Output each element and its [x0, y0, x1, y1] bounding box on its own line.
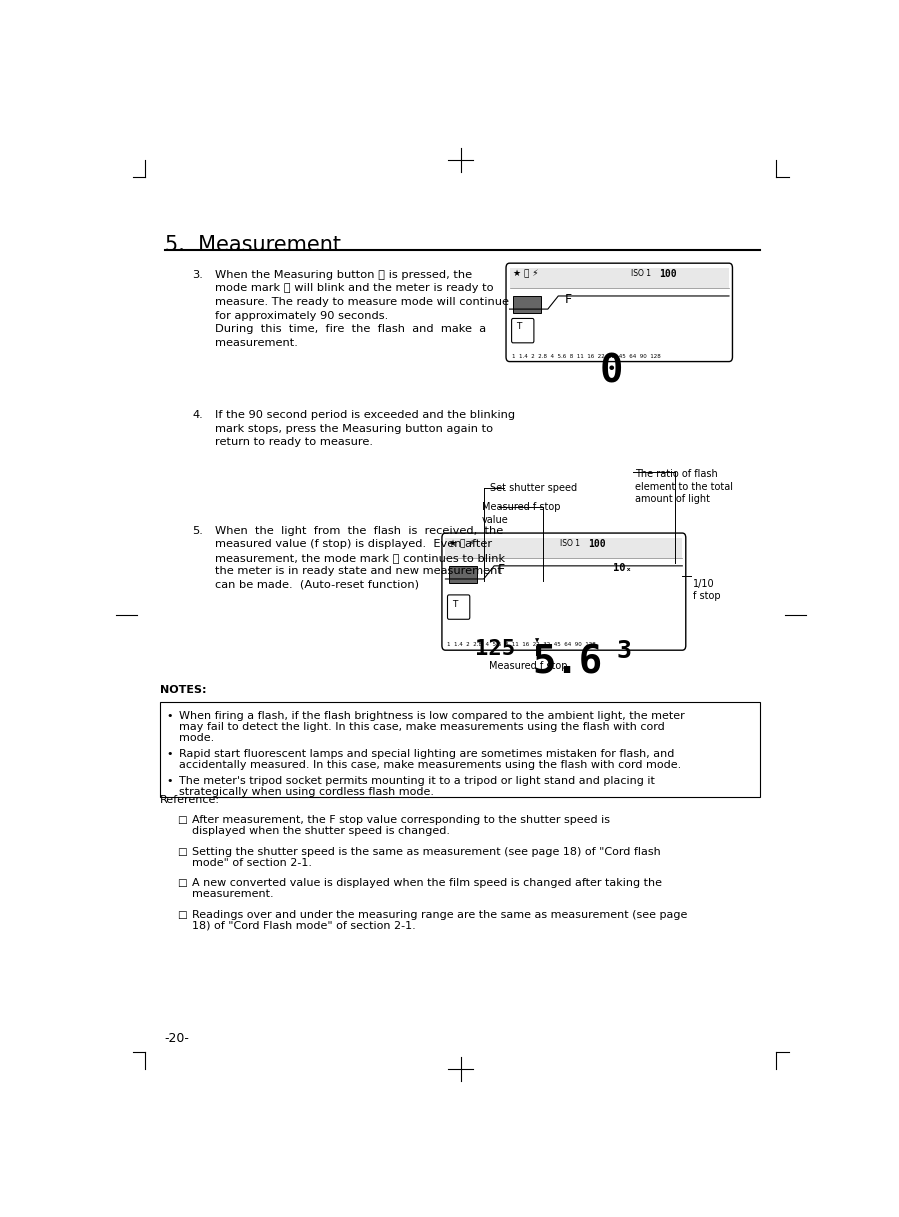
Text: accidentally measured. In this case, make measurements using the flash with cord: accidentally measured. In this case, mak…: [179, 761, 681, 770]
Text: After measurement, the F stop value corresponding to the shutter speed is: After measurement, the F stop value corr…: [192, 815, 610, 825]
Text: Reference:: Reference:: [160, 795, 219, 804]
Text: Setting the shutter speed is the same as measurement (see page 18) of "Cord flas: Setting the shutter speed is the same as…: [192, 847, 662, 857]
Text: T: T: [452, 600, 458, 608]
Text: T: T: [516, 323, 521, 331]
Text: Readings over and under the measuring range are the same as measurement (see pag: Readings over and under the measuring ra…: [192, 909, 688, 920]
Text: When firing a flash, if the flash brightness is low compared to the ambient ligh: When firing a flash, if the flash bright…: [179, 711, 685, 722]
Text: 5.6: 5.6: [532, 644, 602, 682]
Text: ★ Ⓕ ⚡: ★ Ⓕ ⚡: [513, 270, 539, 279]
Text: 100: 100: [588, 539, 606, 549]
Text: 1/10
f stop: 1/10 f stop: [693, 579, 720, 601]
Text: □: □: [177, 879, 187, 888]
Text: 18) of "Cord Flash mode" of section 2-1.: 18) of "Cord Flash mode" of section 2-1.: [192, 920, 416, 931]
Text: ▼: ▼: [535, 638, 539, 643]
Text: When  the  light  from  the  flash  is  received,  the
measured value (f stop) i: When the light from the flash is receive…: [216, 526, 505, 590]
Bar: [449, 566, 476, 583]
Text: NOTES:: NOTES:: [160, 685, 206, 695]
Text: □: □: [177, 909, 187, 920]
Text: When the Measuring button ⓵ is pressed, the
mode mark Ⓕ will blink and the meter: When the Measuring button ⓵ is pressed, …: [216, 270, 510, 348]
Bar: [445, 538, 682, 559]
Text: If the 90 second period is exceeded and the blinking
mark stops, press the Measu: If the 90 second period is exceeded and …: [216, 410, 516, 448]
Text: F: F: [565, 293, 573, 307]
Text: The meter's tripod socket permits mounting it to a tripod or light stand and pla: The meter's tripod socket permits mounti…: [179, 775, 655, 786]
Text: A new converted value is displayed when the film speed is changed after taking t: A new converted value is displayed when …: [192, 879, 663, 888]
Text: 5.: 5.: [192, 526, 203, 535]
Text: 10ₓ: 10ₓ: [612, 563, 631, 573]
Text: ISO 1: ISO 1: [560, 539, 581, 548]
FancyBboxPatch shape: [512, 319, 534, 343]
Text: 1  1.4  2  2.8  4  5.6  8  11  16  22  32  45  64  90  128: 1 1.4 2 2.8 4 5.6 8 11 16 22 32 45 64 90…: [512, 354, 661, 359]
Bar: [513, 296, 541, 313]
Text: Set shutter speed: Set shutter speed: [490, 483, 577, 493]
Text: •: •: [166, 748, 174, 759]
Text: 5.  Measurement: 5. Measurement: [165, 235, 341, 256]
Text: 1  1.4  2  2.8  4  5.6  8  11  16  22  32  45  64  90  128: 1 1.4 2 2.8 4 5.6 8 11 16 22 32 45 64 90…: [448, 641, 596, 646]
Text: 3: 3: [616, 639, 631, 663]
FancyBboxPatch shape: [442, 533, 686, 650]
Text: strategically when using cordless flash mode.: strategically when using cordless flash …: [179, 787, 434, 797]
Text: 125: 125: [475, 639, 515, 658]
Text: ISO 1: ISO 1: [631, 269, 652, 277]
Text: 0: 0: [601, 352, 624, 391]
Text: 4.: 4.: [192, 410, 203, 420]
Text: mode" of section 2-1.: mode" of section 2-1.: [192, 858, 313, 868]
Bar: [160, 702, 761, 797]
Text: •: •: [166, 711, 174, 722]
Text: 100: 100: [659, 269, 677, 279]
Text: Rapid start fluorescent lamps and special lighting are sometimes mistaken for fl: Rapid start fluorescent lamps and specia…: [179, 748, 674, 759]
FancyBboxPatch shape: [506, 263, 733, 361]
Text: □: □: [177, 815, 187, 825]
FancyBboxPatch shape: [448, 595, 470, 619]
Text: 3.: 3.: [192, 270, 203, 280]
Text: displayed when the shutter speed is changed.: displayed when the shutter speed is chan…: [192, 826, 450, 836]
Text: Measured f stop
value: Measured f stop value: [482, 503, 560, 525]
Bar: [510, 268, 729, 288]
Text: •: •: [166, 775, 174, 786]
Text: ★ Ⓕ ⚡: ★ Ⓕ ⚡: [449, 539, 475, 549]
Text: Measured f stop: Measured f stop: [489, 662, 567, 672]
Text: -20-: -20-: [165, 1032, 190, 1044]
Text: may fail to detect the light. In this case, make measurements using the flash wi: may fail to detect the light. In this ca…: [179, 722, 665, 733]
Text: The ratio of flash
element to the total
amount of light: The ratio of flash element to the total …: [635, 470, 733, 504]
Text: □: □: [177, 847, 187, 857]
Text: measurement.: measurement.: [192, 890, 274, 899]
Text: F: F: [498, 563, 505, 576]
Text: mode.: mode.: [179, 733, 215, 744]
